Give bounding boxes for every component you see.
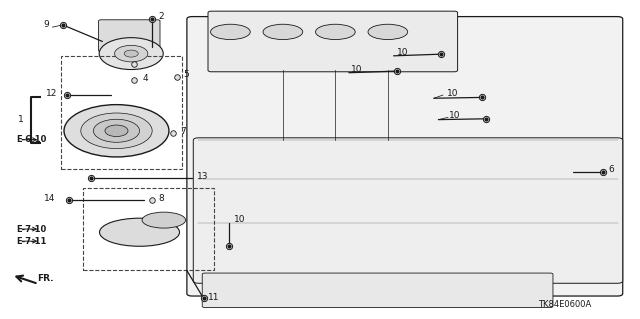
Text: 10: 10 [351, 65, 362, 74]
Text: 10: 10 [234, 215, 246, 224]
FancyBboxPatch shape [187, 17, 623, 296]
Text: 2: 2 [159, 12, 164, 21]
Text: 10: 10 [397, 48, 408, 57]
Circle shape [64, 105, 169, 157]
Circle shape [93, 119, 140, 142]
FancyBboxPatch shape [202, 273, 553, 308]
Text: 14: 14 [44, 194, 55, 203]
Text: 10: 10 [447, 89, 458, 98]
Text: 8: 8 [159, 194, 164, 203]
Ellipse shape [142, 212, 186, 228]
Circle shape [81, 113, 152, 149]
Text: 5: 5 [183, 70, 189, 79]
Text: E-7-10: E-7-10 [16, 225, 46, 234]
FancyBboxPatch shape [99, 20, 160, 52]
Text: 9: 9 [44, 20, 49, 29]
Circle shape [124, 50, 138, 57]
Text: 12: 12 [46, 89, 58, 98]
Ellipse shape [263, 24, 303, 40]
Bar [83, 188, 214, 270]
Text: 13: 13 [197, 172, 209, 181]
Text: 10: 10 [449, 111, 461, 120]
Circle shape [99, 38, 163, 70]
Text: FR.: FR. [37, 274, 54, 283]
Ellipse shape [211, 24, 250, 40]
Text: 11: 11 [208, 293, 220, 302]
Ellipse shape [316, 24, 355, 40]
Text: 7: 7 [180, 127, 186, 136]
Text: 1: 1 [18, 115, 24, 124]
Ellipse shape [100, 218, 179, 246]
Circle shape [105, 125, 128, 137]
FancyBboxPatch shape [208, 11, 458, 72]
Text: 3: 3 [142, 57, 148, 66]
Text: E-7-11: E-7-11 [16, 237, 46, 246]
Bar [61, 56, 182, 169]
Text: 6: 6 [608, 165, 614, 174]
Text: E-6-10: E-6-10 [16, 135, 46, 144]
Ellipse shape [368, 24, 408, 40]
FancyBboxPatch shape [193, 138, 623, 283]
Text: 4: 4 [142, 74, 148, 83]
Circle shape [115, 45, 148, 62]
Text: TK84E0600A: TK84E0600A [538, 300, 591, 309]
